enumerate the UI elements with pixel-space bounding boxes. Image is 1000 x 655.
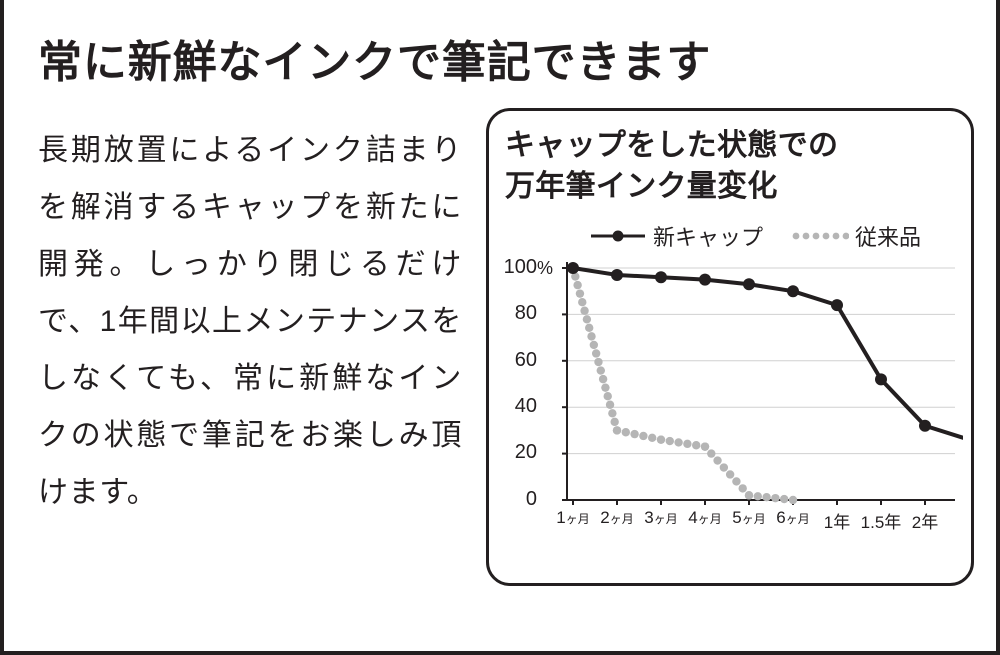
x-tick-label: 1.5年 [861,508,902,533]
chart-title: キャップをした状態での 万年筆インク量変化 [503,125,957,208]
y-tick-label: 20 [501,441,537,464]
y-tick-label: 40 [501,395,537,418]
y-tick-label: 80 [501,302,537,325]
chart-title-line1: キャップをした状態での [505,129,838,162]
body-text: 長期放置によるインク詰まりを解消するキャップを新たに開発。しっかり閉じるだけで、… [38,108,462,586]
x-tick-label: 1ヶ月 [556,508,589,528]
y-tick-label: 100 [501,256,537,279]
x-tick-label: 2年 [912,508,938,533]
panel: 常に新鮮なインクで筆記できます 長期放置によるインク詰まりを解消するキャップを新… [0,0,1000,655]
x-tick-label: 5ヶ月 [732,508,765,528]
x-tick-label: 3ヶ月 [644,508,677,528]
content-row: 長期放置によるインク詰まりを解消するキャップを新たに開発。しっかり閉じるだけで、… [4,100,996,586]
y-tick-label: 60 [501,349,537,372]
x-tick-label: 1年 [824,508,850,533]
x-tick-label: 6ヶ月 [776,508,809,528]
y-unit: % [537,258,553,279]
chart-title-line2: 万年筆インク量変化 [505,170,778,203]
x-tick-label: 4ヶ月 [688,508,721,528]
chart-panel: キャップをした状態での 万年筆インク量変化 新キャップ [486,108,974,586]
x-tick-label: 2ヶ月 [600,508,633,528]
y-tick-label: 0 [501,488,537,511]
chart-area: 新キャップ 従来品 020406080100%1 [503,212,963,562]
page-title: 常に新鮮なインクで筆記できます [4,0,996,100]
